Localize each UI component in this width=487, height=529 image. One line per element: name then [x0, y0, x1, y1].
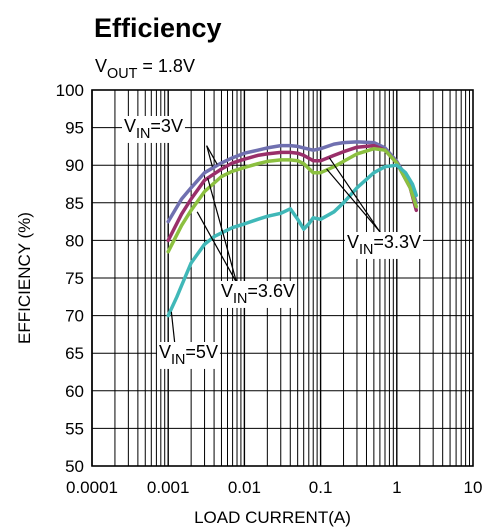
- annotation-leader-1: [206, 145, 213, 167]
- annotation-vin-3v: VIN=3V: [122, 116, 185, 143]
- annotation-vin-5v: VIN=5V: [157, 342, 220, 369]
- annotation-leader-2: [326, 168, 385, 238]
- y-tick-label: 100: [56, 81, 84, 100]
- y-tick-label: 90: [65, 156, 84, 175]
- annotation-vin-3-3v-rest: =3.3V: [373, 232, 421, 252]
- y-tick-label: 70: [65, 307, 84, 326]
- x-tick-label: 10: [464, 478, 483, 497]
- grid-layer: [91, 89, 473, 467]
- frame-layer: [91, 89, 474, 467]
- series-line-1: [166, 140, 419, 224]
- annotation-vin-5v-sub: IN: [171, 352, 185, 368]
- annotation-leader-3: [207, 177, 239, 288]
- annotation-vin-5v-text: VIN=5V: [159, 342, 218, 368]
- y-tick-label: 65: [65, 344, 84, 363]
- annotation-vin-3-6v-main: V: [221, 281, 233, 301]
- chart-subtitle-main: V: [95, 56, 107, 76]
- y-tick-label: 50: [65, 457, 84, 476]
- label-layer: 50 55 60 65 70 75 80 85 90 95 100 0.0001 0.001 0.01 0.…: [15, 13, 482, 527]
- annotation-vin-3v-text: VIN=3V: [124, 116, 183, 142]
- annotation-leader-1: [206, 145, 218, 165]
- annotation-leader-3: [196, 211, 240, 288]
- leader-layer: [170, 145, 385, 364]
- y-tick-label: 80: [65, 231, 84, 250]
- annotation-vin-3-3v-text: VIN=3.3V: [347, 232, 421, 258]
- plot-frame: [91, 89, 474, 467]
- annotation-vin-3-6v: VIN=3.6V: [219, 281, 297, 308]
- x-tick-label: 0.1: [309, 478, 333, 497]
- annotation-vin-3-6v-text: VIN=3.6V: [221, 281, 295, 307]
- x-tick-label: 1: [392, 478, 401, 497]
- annotation-leader-2: [328, 157, 384, 237]
- annotation-vin-3-6v-rest: =3.6V: [247, 281, 295, 301]
- chart-subtitle-text: VOUT = 1.8V: [95, 56, 195, 82]
- series-line-4: [166, 163, 419, 318]
- annotation-vin-3v-bg: [122, 116, 185, 143]
- annotation-vin-5v-main: V: [159, 342, 171, 362]
- annotation-vin-5v-rest: =5V: [185, 342, 218, 362]
- y-tick-label: 60: [65, 382, 84, 401]
- x-tick-label: 0.01: [228, 478, 261, 497]
- annotation-vin-5v-bg: [157, 342, 220, 369]
- annotation-vin-3v-main: V: [124, 116, 136, 136]
- annotation-vin-3-3v: VIN=3.3V: [345, 232, 423, 259]
- annotation-vin-3v-rest: =3V: [150, 116, 183, 136]
- x-tick-label: 0.0001: [66, 478, 118, 497]
- annotation-vin-3-3v-bg: [345, 232, 423, 259]
- annotation-vin-3v-sub: IN: [136, 126, 150, 142]
- annotation-vin-3-6v-bg: [219, 281, 297, 308]
- series-layer: [166, 140, 419, 318]
- y-tick-label: 75: [65, 269, 84, 288]
- x-tick-label: 0.001: [147, 478, 190, 497]
- chart-title: Efficiency: [94, 13, 222, 43]
- y-tick-label: 95: [65, 119, 84, 138]
- annotation-vin-3-3v-sub: IN: [359, 242, 373, 258]
- series-line-3: [166, 146, 419, 254]
- chart-subtitle: VOUT = 1.8V: [95, 56, 195, 82]
- annotation-vin-3-3v-main: V: [347, 232, 359, 252]
- y-axis-label: EFFICIENCY (%): [15, 212, 34, 344]
- y-tick-label: 55: [65, 419, 84, 438]
- series-line-2: [166, 143, 419, 243]
- chart-subtitle-rest: = 1.8V: [137, 56, 195, 76]
- x-axis-label: LOAD CURRENT(A): [194, 508, 351, 527]
- annotation-vin-3-6v-sub: IN: [233, 291, 247, 307]
- y-tick-label: 85: [65, 194, 84, 213]
- chart-subtitle-sub: OUT: [107, 66, 138, 82]
